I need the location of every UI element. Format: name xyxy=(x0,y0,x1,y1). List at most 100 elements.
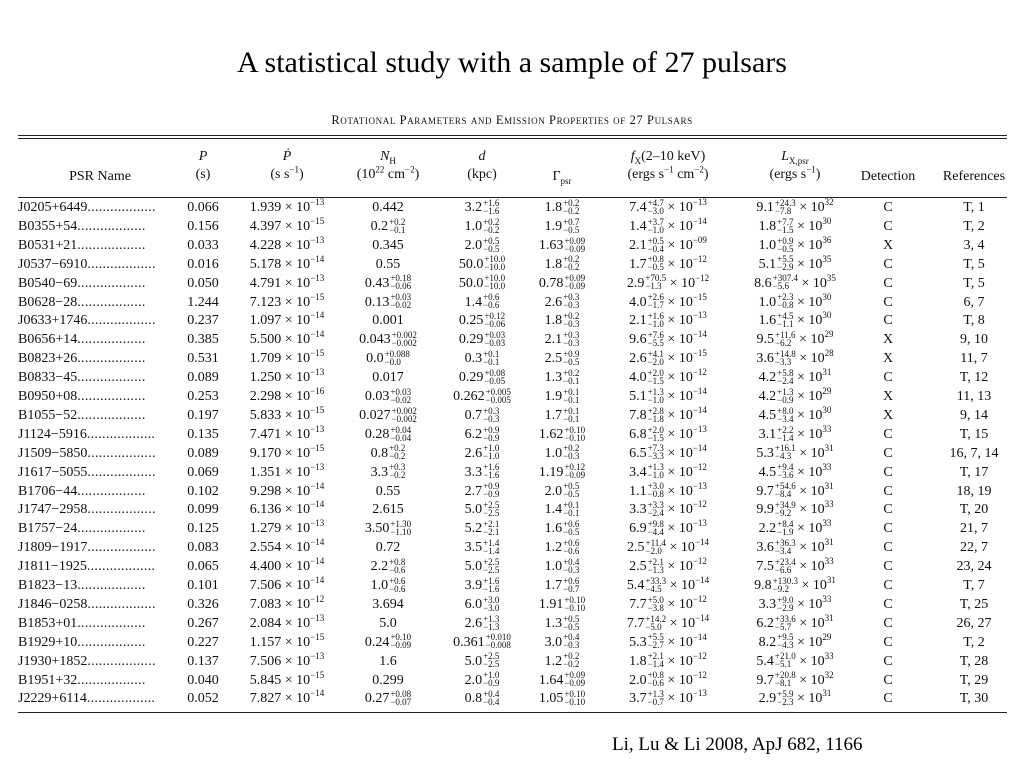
lx-value: 9.7 xyxy=(756,672,774,688)
fx-value: 7.8 xyxy=(629,407,647,423)
cell-distance: 6.0 +3.0 −3.0 xyxy=(437,595,527,615)
cell-period-derivative: 2.298 × 10−16 xyxy=(249,386,325,404)
cell-references: T, 12 xyxy=(959,370,989,386)
fx-exponent: −12 xyxy=(692,669,707,680)
cell-xray-luminosity: 4.2 +1.3 −0.9 × 1029 xyxy=(758,386,832,405)
error-upper: +7.7 xyxy=(777,216,794,227)
error-bars: +0.04 −0.04 xyxy=(390,425,411,442)
error-upper: +33.3 xyxy=(645,575,667,586)
pdot-mantissa: 1.351 xyxy=(249,464,282,480)
fx-value: 7.7 xyxy=(629,596,647,612)
cell-column-density: 0.001 xyxy=(342,312,434,331)
error-lower: −0.2 xyxy=(389,451,406,462)
header-lx-symbol: L xyxy=(781,149,790,164)
distance-value: 5.0 xyxy=(464,559,483,575)
header-fx-subscript: X xyxy=(634,155,642,166)
error-lower: −0.3 xyxy=(563,564,580,575)
error-bars: +3.0 −0.8 xyxy=(648,482,664,499)
error-bars: +0.03 −0.02 xyxy=(390,293,411,310)
cell-xray-flux: 2.9 +70.5 −1.3 × 10−12 xyxy=(626,272,710,292)
lx-value: 8.6 xyxy=(754,275,772,291)
error-upper: +5.9 xyxy=(777,689,794,700)
pdot-mantissa: 2.298 xyxy=(249,389,282,404)
lx-value: 3.6 xyxy=(756,540,774,556)
cell-period: 0.065 xyxy=(187,559,219,575)
table-row: J1930+1852.................. 0.137 7.506 ×… xyxy=(0,651,1024,672)
cell-column-density: 0.13 +0.03 −0.02 xyxy=(342,293,434,313)
cell-xray-luminosity: 3.3 +9.0 −2.9 × 1033 xyxy=(758,593,832,613)
cell-photon-index: 1.3 +0.2 −0.1 xyxy=(528,368,596,388)
lx-value: 2.9 xyxy=(758,691,777,707)
error-lower: −4.5 xyxy=(645,583,662,594)
table-row: B0823+26.................. 0.531 1.709 × 1… xyxy=(0,348,1024,369)
fx-value: 2.9 xyxy=(626,275,645,291)
error-upper: +8.4 xyxy=(777,519,794,530)
nh-value: 3.694 xyxy=(372,596,404,612)
cell-photon-index: 1.8 +0.2 −0.3 xyxy=(528,312,596,331)
cell-period-derivative: 4.228 × 10−13 xyxy=(249,234,325,253)
error-bars: +16.1 −4.3 xyxy=(775,444,796,461)
lx-exponent: 30 xyxy=(822,291,832,302)
cell-xray-luminosity: 5.3 +16.1 −4.3 × 1031 xyxy=(756,442,834,462)
cell-period: 0.253 xyxy=(187,389,219,404)
error-lower: −0.6 xyxy=(389,564,406,575)
error-bars: +4.5 −1.1 xyxy=(777,311,794,329)
error-lower: −5.0 xyxy=(645,621,662,632)
fx-value: 5.4 xyxy=(626,578,645,593)
error-upper: +0.12 xyxy=(564,462,586,473)
cell-distance: 0.262 +0.005 −0.005 xyxy=(437,387,527,407)
error-upper: +0.08 xyxy=(484,367,506,378)
cell-column-density: 3.694 xyxy=(342,596,434,615)
cell-psr-name: J1509−5850.................. xyxy=(18,445,178,464)
cell-distance: 0.7 +0.3 −0.3 xyxy=(437,406,527,426)
error-bars: +2.6 −1.7 xyxy=(648,293,664,310)
fx-value: 6.9 xyxy=(629,521,647,537)
error-bars: +70.5 −1.3 xyxy=(645,274,666,291)
error-lower: −5.5 xyxy=(647,338,664,349)
gamma-value: 1.4 xyxy=(544,502,563,518)
error-upper: +1.6 xyxy=(483,575,500,586)
error-upper: +4.1 xyxy=(647,348,664,359)
error-upper: +2.1 xyxy=(647,556,664,567)
error-lower: −0.5 xyxy=(563,356,580,367)
cell-xray-flux: 6.5 +7.3 −3.3 × 10−14 xyxy=(629,442,707,462)
error-upper: +4.5 xyxy=(777,311,794,322)
error-upper: +2.5 xyxy=(483,500,500,511)
error-lower: −0.06 xyxy=(390,281,412,292)
error-lower: −2.0 xyxy=(647,356,664,367)
pdot-mantissa: 4.791 xyxy=(249,275,282,291)
psr-name-text: B0628−28 xyxy=(18,294,78,310)
error-upper: +0.2 xyxy=(483,216,500,227)
nh-value: 2.2 xyxy=(370,559,389,575)
error-bars: +1.3 −0.7 xyxy=(648,690,664,707)
error-bars: +0.088 −0.0 xyxy=(384,348,410,366)
fx-exponent: −14 xyxy=(692,631,707,642)
leader-dots: .................. xyxy=(77,351,146,367)
cell-detection: C xyxy=(883,370,893,386)
error-upper: +9.5 xyxy=(777,632,794,643)
cell-distance: 0.361 +0.010 −0.008 xyxy=(437,633,527,653)
cell-xray-flux: 2.1 +0.5 −0.4 × 10−09 xyxy=(629,234,707,254)
header-column-density: NH (1022 cm−2) xyxy=(356,149,420,182)
pdot-mantissa: 2.084 xyxy=(249,615,282,631)
cell-references: T, 25 xyxy=(959,596,989,612)
fx-value: 3.7 xyxy=(629,691,647,707)
error-bars: +0.08 −0.07 xyxy=(390,690,411,707)
error-lower: −0.2 xyxy=(563,262,580,273)
cell-psr-name: B0355+54.................. xyxy=(18,218,178,237)
psr-name-text: B0540−69 xyxy=(18,275,78,291)
error-lower: −3.0 xyxy=(647,205,664,216)
lx-exponent: 33 xyxy=(824,499,834,510)
cell-period: 1.244 xyxy=(187,294,219,310)
error-upper: +0.10 xyxy=(564,424,586,435)
fx-value: 1.4 xyxy=(629,218,647,234)
table-row: J1811−1925.................. 0.065 4.400 ×… xyxy=(0,556,1024,577)
error-lower: −0.6 xyxy=(483,300,500,311)
error-upper: +0.088 xyxy=(384,348,410,359)
table-row: J1617−5055.................. 0.069 1.351 ×… xyxy=(0,462,1024,483)
error-lower: −5.7 xyxy=(774,621,792,632)
header-lx-subscript: X,psr xyxy=(789,155,809,166)
distance-value: 0.29 xyxy=(458,332,484,348)
cell-photon-index: 1.8 +0.2 −0.2 xyxy=(528,255,596,275)
fx-exponent: −13 xyxy=(692,518,707,529)
